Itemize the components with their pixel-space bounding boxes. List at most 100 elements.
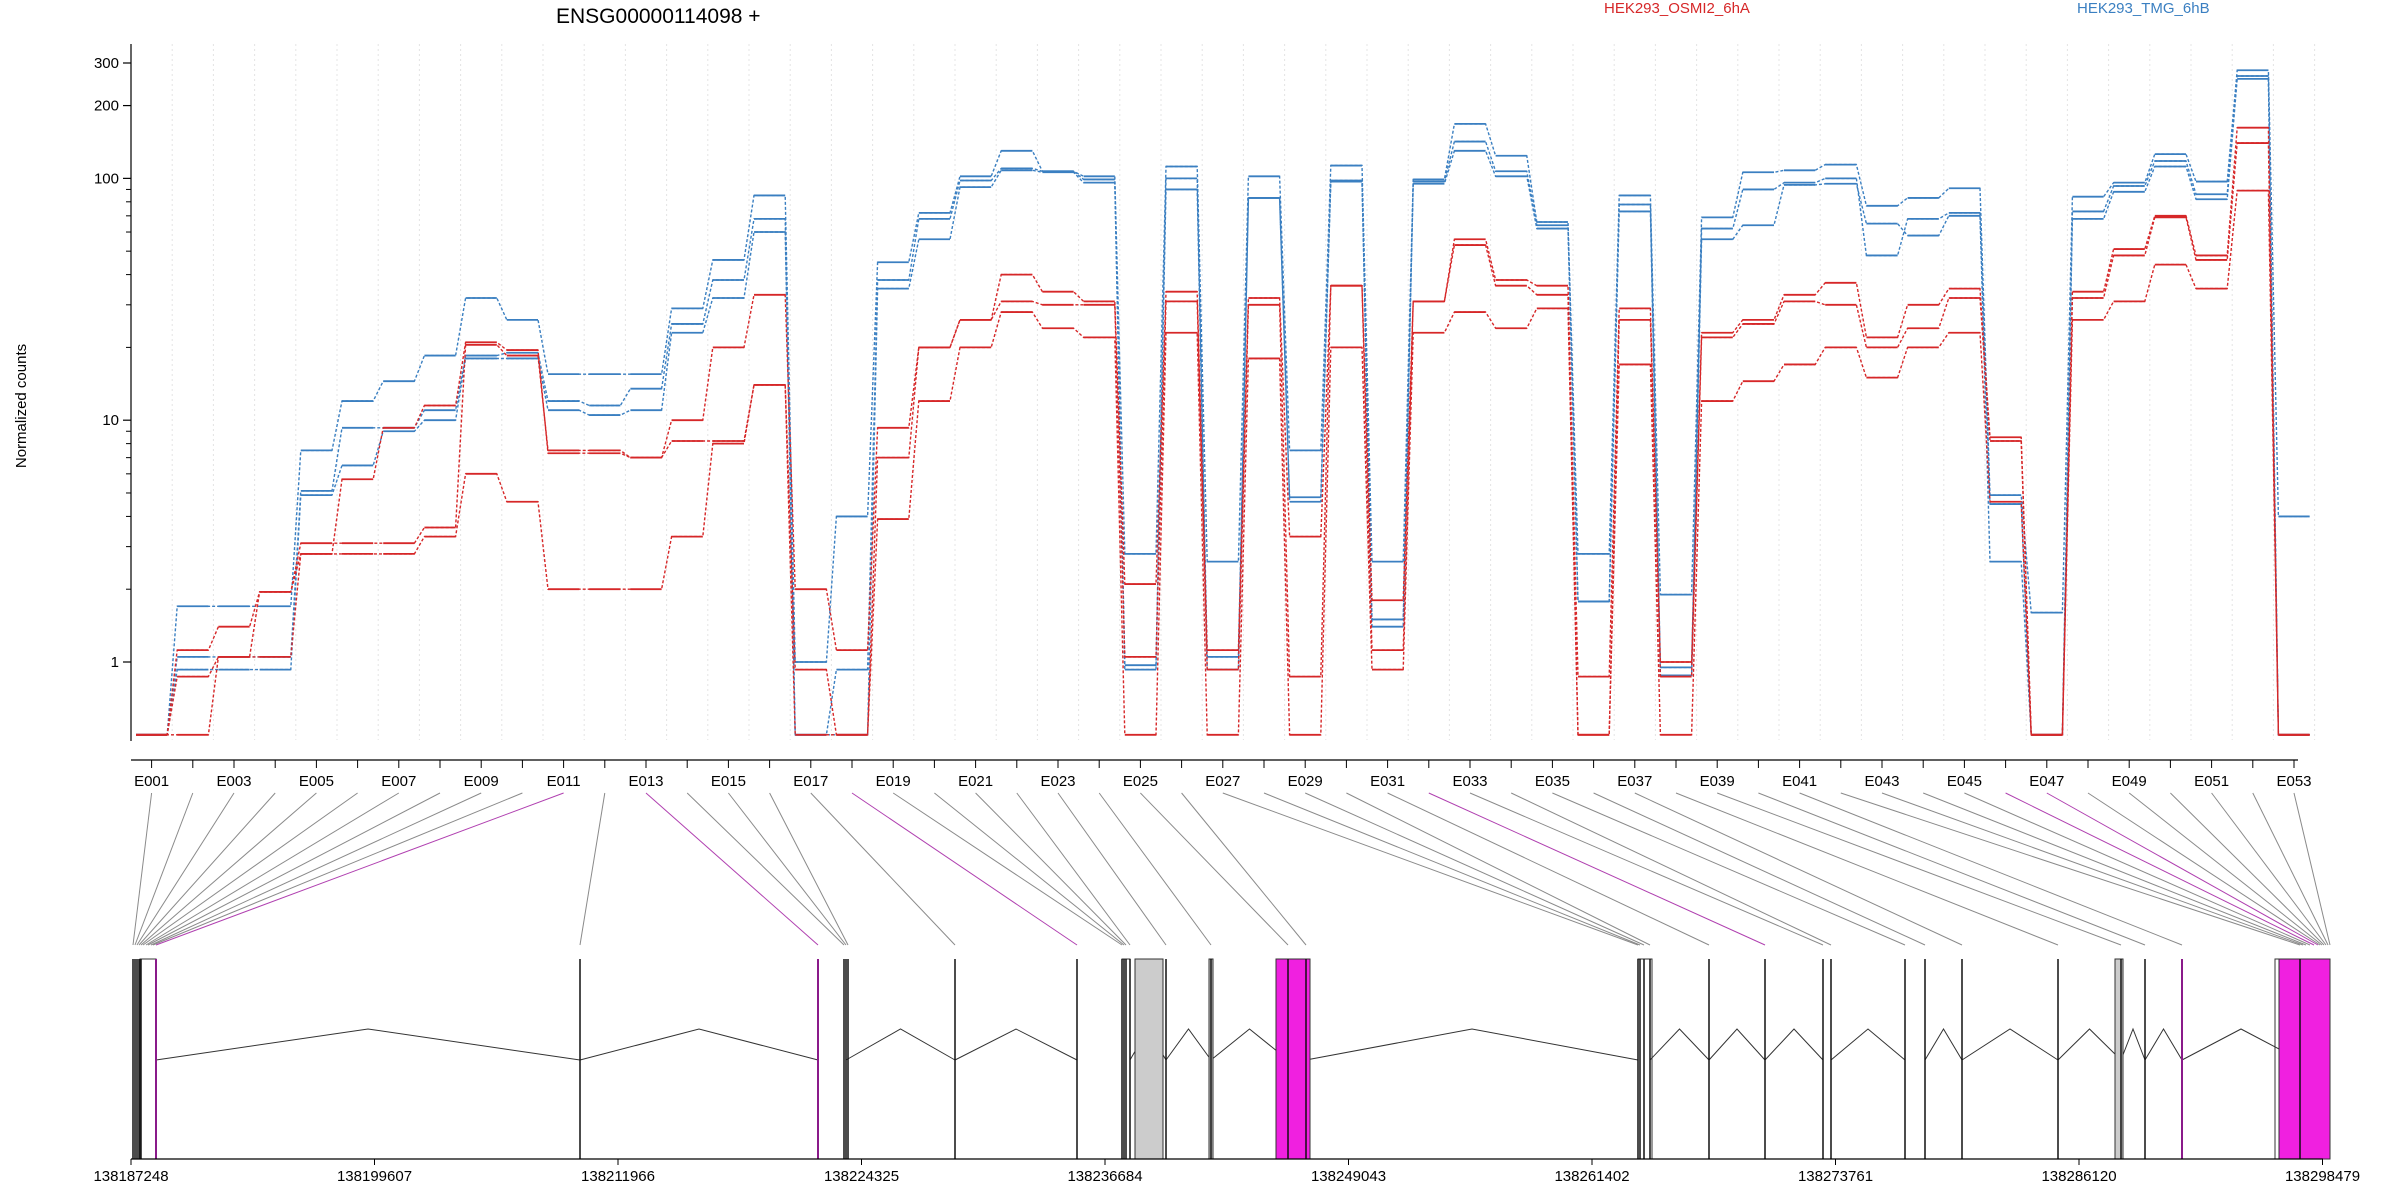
intron-line <box>579 1028 819 1061</box>
genomic-coordinate-label: 138298479 <box>2285 1168 2360 1185</box>
intron-line <box>155 1028 581 1061</box>
genomic-coordinate-label: 138249043 <box>1311 1168 1386 1185</box>
exon-box <box>1134 958 1164 1160</box>
exon-connector <box>134 792 194 946</box>
intron-line <box>1764 1028 1824 1061</box>
genomic-coordinate-label: 138224325 <box>824 1168 899 1185</box>
x-tick-label: E049 <box>2112 773 2147 790</box>
exon-box <box>2114 958 2124 1160</box>
exon-connector <box>1263 792 1641 946</box>
exon-connector <box>1016 792 1131 946</box>
exon-connector <box>136 792 235 946</box>
genomic-coordinate-label: 138199607 <box>337 1168 412 1185</box>
series-line <box>136 189 2310 736</box>
x-tick-label: E009 <box>464 773 499 790</box>
exon-outline <box>139 958 157 1160</box>
exon-connector <box>2087 792 2321 946</box>
exon-connector <box>1469 792 1824 946</box>
exon-connector <box>1964 792 2311 946</box>
exon-connector <box>152 792 523 946</box>
genomic-coordinate-label: 138273761 <box>1798 1168 1873 1185</box>
exon-connector <box>1428 792 1766 946</box>
x-tick-label: E043 <box>1864 773 1899 790</box>
exon-box-highlight <box>1275 958 1311 1160</box>
exon-connector <box>1593 792 1926 946</box>
chart-title: ENSG00000114098 + <box>556 5 761 28</box>
x-tick-label: E025 <box>1123 773 1158 790</box>
intron-line <box>1305 1028 1639 1061</box>
exon-connector <box>1181 792 1307 946</box>
x-tick-label: E021 <box>958 773 993 790</box>
intron-line <box>1708 1028 1766 1061</box>
exon-connector <box>2046 792 2319 946</box>
series-line <box>136 142 2310 736</box>
x-tick-label: E041 <box>1782 773 1817 790</box>
exon-connector <box>138 792 276 946</box>
intron-line <box>954 1028 1078 1061</box>
exon-connector <box>2128 792 2323 946</box>
exon-connector <box>1881 792 2304 946</box>
series-4 <box>136 142 2310 736</box>
series-5 <box>136 189 2310 736</box>
intron-line <box>845 1028 956 1061</box>
series-0 <box>136 69 2310 736</box>
x-tick-label: E033 <box>1452 773 1487 790</box>
legend-entry-osmi2: HEK293_OSMI2_6hA <box>1604 0 1750 17</box>
exon-connector <box>145 792 400 946</box>
exon-connector <box>1346 792 1651 946</box>
x-ticks: E001 E003 E005 E007 E009 E011 E013 E015 E017 E019… <box>134 760 2312 790</box>
exon-connector <box>1510 792 1832 946</box>
x-tick-label: E017 <box>793 773 828 790</box>
genomic-coordinate-label: 138187248 <box>93 1168 168 1185</box>
exon-connector <box>1717 792 2122 946</box>
exon-connector <box>140 792 317 946</box>
intron-line <box>1165 1028 1212 1061</box>
x-tick-label: E051 <box>2194 773 2229 790</box>
x-tick-label: E007 <box>381 773 416 790</box>
x-tick-label: E015 <box>711 773 746 790</box>
exon-connector <box>1923 792 2307 946</box>
exon-connector <box>2170 792 2325 946</box>
intron-line <box>2120 1027 2146 1061</box>
genomic-coordinate-label: 138261402 <box>1554 1168 1629 1185</box>
series-line <box>136 127 2310 736</box>
x-tick-label: E001 <box>134 773 169 790</box>
x-tick-label: E047 <box>2029 773 2064 790</box>
y-tick-label: 100 <box>94 170 119 187</box>
exon-connector <box>1634 792 1963 946</box>
exon-connector <box>150 792 482 946</box>
genomic-coordinate-axis: 138187248 138199607 138211966 138224325 1382… <box>93 1158 2360 1185</box>
intron-line <box>1830 1028 1906 1061</box>
genomic-coordinate-label: 138286120 <box>2041 1168 2116 1185</box>
y-axis-label: Normalized counts <box>13 344 30 468</box>
x-tick-label: E031 <box>1370 773 1405 790</box>
x-tick-label: E027 <box>1205 773 1240 790</box>
exon-connector <box>975 792 1127 946</box>
series-layer <box>136 69 2310 736</box>
intron-line <box>1961 1028 2059 1061</box>
exon-connector <box>1098 792 1212 946</box>
gene-model <box>132 958 2331 1160</box>
x-tick-label: E039 <box>1700 773 1735 790</box>
x-tick-label: E005 <box>299 773 334 790</box>
intron-line <box>1924 1028 1963 1061</box>
exon-connector <box>132 792 153 946</box>
exon-connector <box>2005 792 2315 946</box>
x-tick-label: E019 <box>876 773 911 790</box>
exon-connector <box>851 792 1078 946</box>
exon-connector <box>142 792 358 946</box>
x-tick-label: E003 <box>216 773 251 790</box>
exon-connector <box>1140 792 1289 946</box>
exon-connector <box>769 792 849 946</box>
x-tick-label: E053 <box>2276 773 2311 790</box>
exon-connector <box>579 792 606 946</box>
exon-connector <box>1057 792 1167 946</box>
exon-connector <box>1304 792 1645 946</box>
y-tick-label: 10 <box>102 412 119 429</box>
x-tick-label: E029 <box>1288 773 1323 790</box>
intron-line <box>2144 1028 2183 1061</box>
series-1 <box>136 75 2310 736</box>
exon-connector <box>2211 792 2327 946</box>
x-tick-label: E045 <box>1947 773 1982 790</box>
